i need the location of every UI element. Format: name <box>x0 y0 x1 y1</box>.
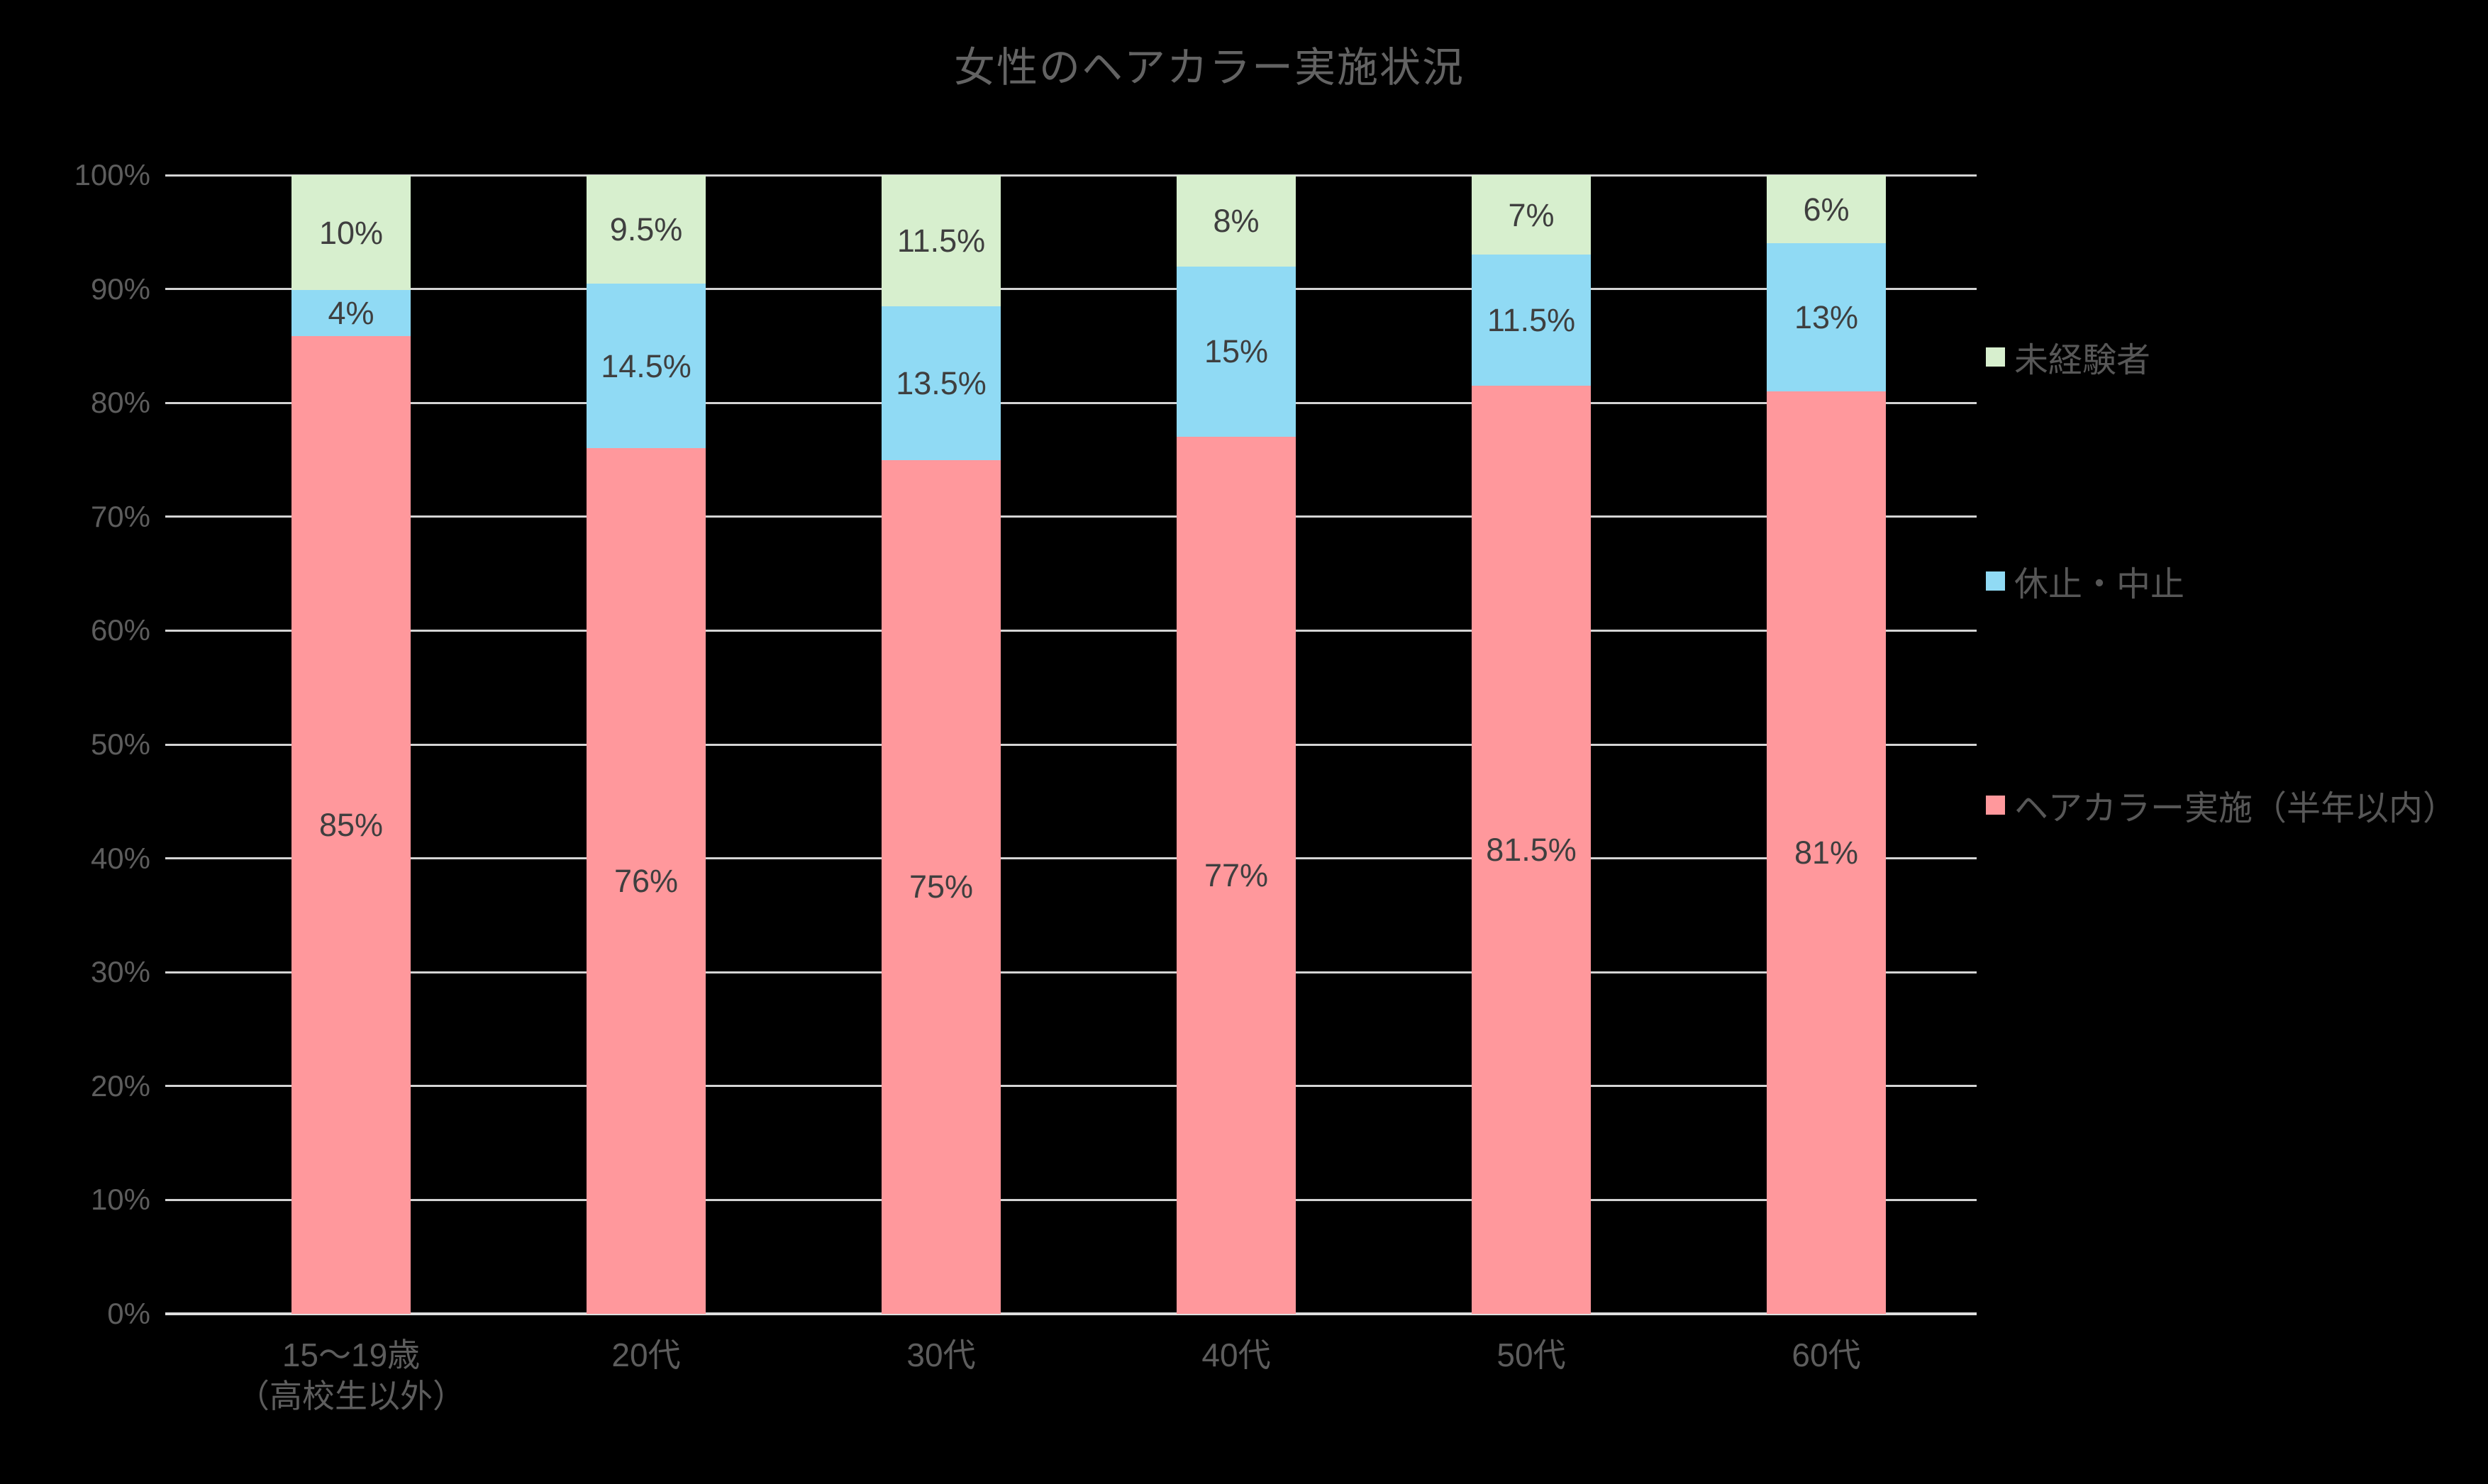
legend-item: 未経験者 <box>1986 332 2150 381</box>
bar-segment: 14.5% <box>587 283 706 449</box>
bar-segment: 11.5% <box>1472 255 1591 386</box>
y-axis-tick-label: 90% <box>90 272 150 306</box>
bar-column-3: 75% 13.5% 11.5% <box>882 175 1001 1314</box>
bar-segment: 11.5% <box>882 175 1001 306</box>
bar-segment: 10% <box>291 175 411 291</box>
legend-item: 休止・中止 <box>1986 556 2184 606</box>
legend-marker-icon <box>1986 795 2005 815</box>
legend-marker-icon <box>1986 347 2005 367</box>
bar-segment: 15% <box>1177 266 1296 437</box>
data-label: 8% <box>1213 202 1260 239</box>
bar-column-2: 76% 14.5% 9.5% <box>587 175 706 1314</box>
gridline-90 <box>165 288 1977 291</box>
data-label: 81% <box>1794 835 1859 871</box>
data-label: 11.5% <box>896 222 986 259</box>
x-axis-category-label: 50代 <box>1496 1337 1566 1373</box>
data-label: 77% <box>1204 857 1269 894</box>
data-label: 4% <box>328 295 374 332</box>
bar-segment: 8% <box>1177 175 1296 267</box>
bar-segment: 13% <box>1767 243 1886 392</box>
bar-segment: 81.5% <box>1472 386 1591 1314</box>
gridline-40 <box>165 857 1977 860</box>
bar-segment: 85% <box>291 336 411 1314</box>
gridline-70 <box>165 515 1977 518</box>
data-label: 9.5% <box>609 211 683 247</box>
x-axis-category-label: 40代 <box>1201 1337 1271 1373</box>
bar-segment: 7% <box>1472 175 1591 255</box>
data-label: 10% <box>318 214 384 251</box>
bar-segment: 75% <box>882 459 1001 1314</box>
y-axis-tick-label: 50% <box>90 727 150 761</box>
y-axis-tick-label: 60% <box>90 613 150 647</box>
y-axis-tick-label: 100% <box>74 158 150 191</box>
legend-item: ヘアカラー実施（半年以内） <box>1986 780 2457 830</box>
bar-segment: 9.5% <box>587 175 706 284</box>
y-axis-tick-label: 30% <box>90 955 150 989</box>
bar-segment: 76% <box>587 448 706 1314</box>
plot-area: 85% 4% 10% 76% 14.5% 9.5% 75% 13.5% 11.5% 77% 15% 8… <box>165 174 1977 1315</box>
bar-segment: 4% <box>291 290 411 337</box>
legend-marker-icon <box>1986 571 2005 591</box>
x-axis-category-label: 30代 <box>906 1337 976 1373</box>
y-axis-tick-label: 70% <box>90 499 150 533</box>
x-axis-category-label: 60代 <box>1792 1337 1861 1373</box>
gridline-100 <box>165 174 1977 177</box>
data-label: 6% <box>1803 191 1850 228</box>
legend-label: 未経験者 <box>2014 342 2151 379</box>
x-axis-category-label: 20代 <box>611 1337 681 1373</box>
bar-segment: 6% <box>1767 175 1886 244</box>
bar-column-4: 77% 15% 8% <box>1177 175 1296 1314</box>
data-label: 13% <box>1794 299 1859 336</box>
legend-label: 休止・中止 <box>2014 566 2185 603</box>
gridline-20 <box>165 1085 1977 1088</box>
chart-title: 女性のヘアカラー実施状況 <box>953 45 1465 91</box>
gridline-60 <box>165 629 1977 632</box>
x-axis-category-label: 15〜19歳 （高校生以外） <box>237 1337 465 1415</box>
data-label: 7% <box>1508 196 1555 233</box>
data-label: 76% <box>613 863 679 900</box>
x-axis-baseline <box>165 1312 1977 1315</box>
gridline-80 <box>165 401 1977 404</box>
bar-segment: 77% <box>1177 437 1296 1314</box>
data-label: 13.5% <box>896 364 987 401</box>
bar-column-6: 81% 13% 6% <box>1767 175 1886 1314</box>
bar-segment: 81% <box>1767 391 1886 1314</box>
data-label: 14.5% <box>601 347 692 384</box>
bar-segment: 13.5% <box>882 306 1001 460</box>
data-label: 15% <box>1204 333 1269 370</box>
gridline-30 <box>165 971 1977 973</box>
gridline-50 <box>165 743 1977 746</box>
legend-label: ヘアカラー実施（半年以内） <box>2014 790 2458 827</box>
data-label: 81.5% <box>1486 832 1577 869</box>
data-label: 85% <box>318 807 384 844</box>
bar-column-1: 85% 4% 10% <box>291 175 411 1314</box>
y-axis-tick-label: 20% <box>90 1069 150 1103</box>
data-label: 11.5% <box>1487 302 1576 339</box>
data-label: 75% <box>909 869 974 905</box>
y-axis-tick-label: 80% <box>90 386 150 420</box>
y-axis-tick-label: 0% <box>107 1297 150 1330</box>
bar-column-5: 81.5% 11.5% 7% <box>1472 175 1591 1314</box>
gridline-10 <box>165 1198 1977 1201</box>
y-axis-tick-label: 40% <box>90 841 150 875</box>
y-axis-tick-label: 10% <box>90 1183 150 1217</box>
